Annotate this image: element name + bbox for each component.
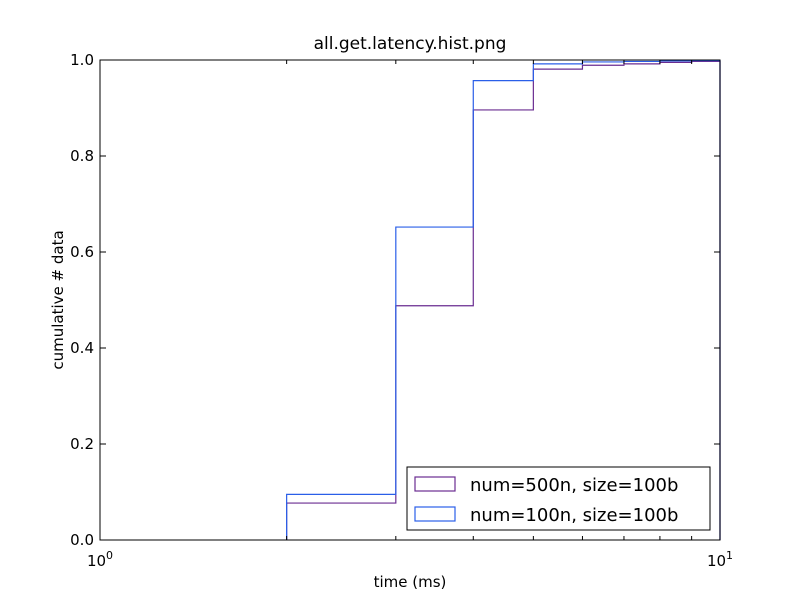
y-tick-label: 0.4 [70,339,94,357]
y-tick-label: 1.0 [70,51,94,69]
y-axis-label: cumulative # data [49,230,67,369]
legend-swatch [414,476,456,492]
plot-frame [99,59,721,541]
y-tick-label: 0.0 [70,531,94,549]
x-tick-label: 101 [707,549,733,570]
y-tick-label: 0.2 [70,435,94,453]
y-ticks: 0.0 0.2 0.4 0.6 0.8 1.0 [70,51,720,549]
legend-box [406,466,711,531]
x-axis-label: time (ms) [374,573,447,591]
y-tick-label: 0.6 [70,243,94,261]
x-tick-label: 100 [87,549,113,570]
legend-label: num=500n, size=100b [470,475,678,496]
chart-title: all.get.latency.hist.png [314,34,507,54]
legend-label: num=100n, size=100b [470,505,678,526]
y-tick-label: 0.8 [70,147,94,165]
legend-swatch [414,506,456,522]
legend: num=500n, size=100b num=100n, size=100b [406,466,711,531]
x-ticks: 100 101 [87,60,733,570]
